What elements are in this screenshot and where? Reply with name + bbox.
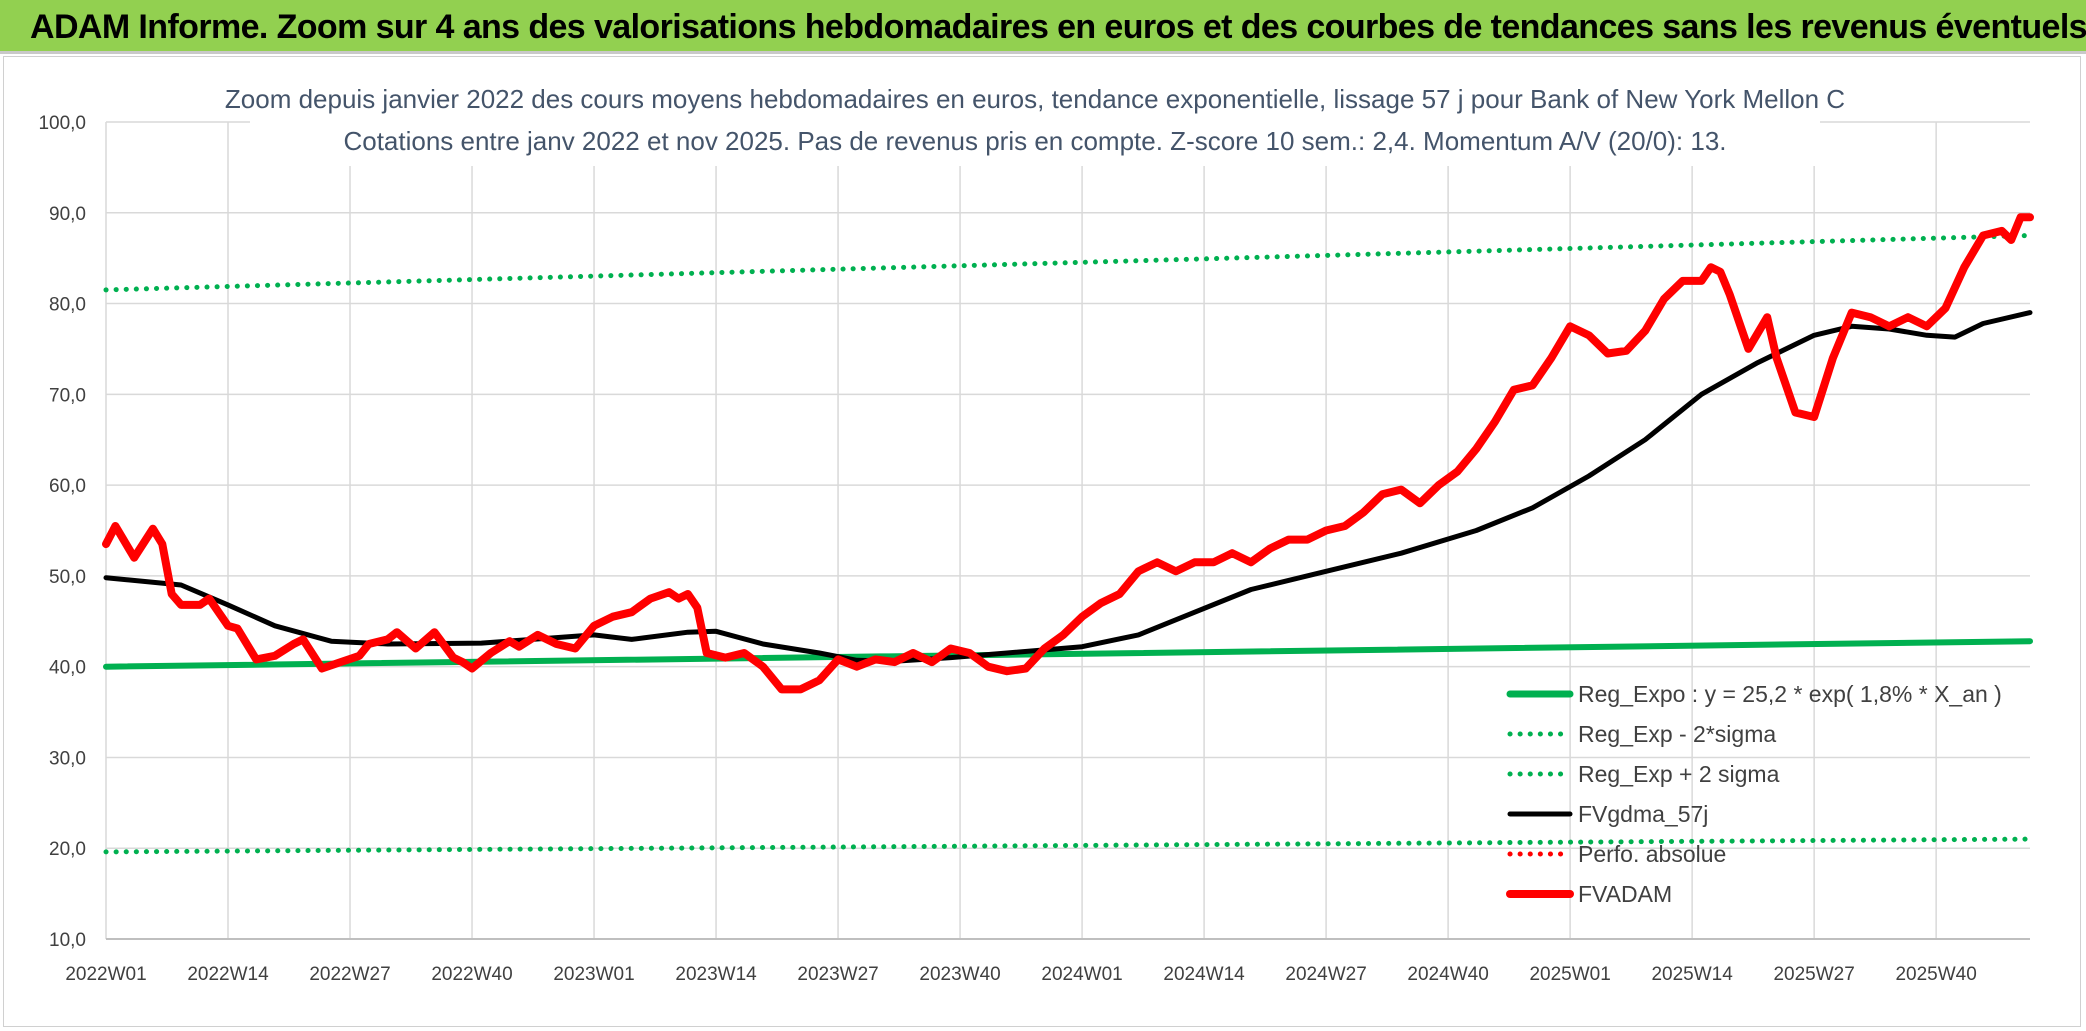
- legend-label: Perfo. absolue: [1578, 841, 1726, 867]
- legend-label: Reg_Exp - 2*sigma: [1578, 721, 1776, 747]
- y-tick-label: 90,0: [49, 204, 86, 225]
- legend-label: FVgdma_57j: [1578, 801, 1708, 827]
- y-tick-label: 100,0: [38, 113, 86, 134]
- series-reg-exp-2-sigma: [103, 836, 2033, 855]
- x-tick-label: 2023W01: [553, 964, 634, 985]
- series-lines: [102, 213, 2034, 855]
- x-tick-label: 2022W01: [65, 964, 146, 985]
- x-tick-label: 2025W27: [1773, 964, 1854, 985]
- legend: Reg_Expo : y = 25,2 * exp( 1,8% * X_an )…: [1506, 681, 2002, 907]
- x-tick-label: 2025W14: [1651, 964, 1733, 985]
- x-tick-label: 2024W27: [1285, 964, 1366, 985]
- legend-label: Reg_Exp + 2 sigma: [1578, 761, 1780, 787]
- series-reg-expo-y-25-2-exp-1-8-x-an: [103, 638, 2033, 670]
- y-tick-label: 70,0: [49, 385, 86, 406]
- y-tick-label: 50,0: [49, 567, 86, 588]
- y-tick-label: 40,0: [49, 658, 86, 679]
- chart-subtitle: Cotations entre janv 2022 et nov 2025. P…: [343, 126, 1726, 156]
- x-tick-label: 2025W40: [1895, 964, 1976, 985]
- y-tick-label: 20,0: [49, 839, 86, 860]
- x-tick-label: 2023W27: [797, 964, 878, 985]
- header-banner: ADAM Informe. Zoom sur 4 ans des valoris…: [0, 0, 2086, 54]
- x-tick-label: 2022W27: [309, 964, 390, 985]
- chart-title: Zoom depuis janvier 2022 des cours moyen…: [225, 84, 1845, 114]
- axes: 10,0 20,0 30,0 40,0 50,0 60,0 70,0 80,0 90,0 100,…: [38, 113, 2030, 985]
- y-tick-label: 30,0: [49, 748, 86, 769]
- y-tick-label: 60,0: [49, 476, 86, 497]
- x-tick-label: 2024W40: [1407, 964, 1488, 985]
- x-tick-label: 2024W14: [1163, 964, 1245, 985]
- legend-label: FVADAM: [1578, 881, 1672, 907]
- x-tick-label: 2025W01: [1529, 964, 1610, 985]
- chart-frame: [3, 56, 2081, 1027]
- x-tick-label: 2023W40: [919, 964, 1000, 985]
- series-fvadam: [102, 213, 2034, 694]
- series-reg-exp-2-sigma: [103, 233, 2033, 293]
- y-tick-label: 10,0: [49, 930, 86, 951]
- legend-label: Reg_Expo : y = 25,2 * exp( 1,8% * X_an ): [1578, 681, 2002, 707]
- report-title: ADAM Informe. Zoom sur 4 ans des valoris…: [30, 8, 2086, 46]
- x-tick-label: 2024W01: [1041, 964, 1122, 985]
- series-fvgdma-57j: [103, 310, 2033, 664]
- x-tick-label: 2023W14: [675, 964, 757, 985]
- title-background: [250, 76, 1820, 166]
- y-tick-label: 80,0: [49, 295, 86, 316]
- x-tick-label: 2022W40: [431, 964, 512, 985]
- x-tick-label: 2022W14: [187, 964, 269, 985]
